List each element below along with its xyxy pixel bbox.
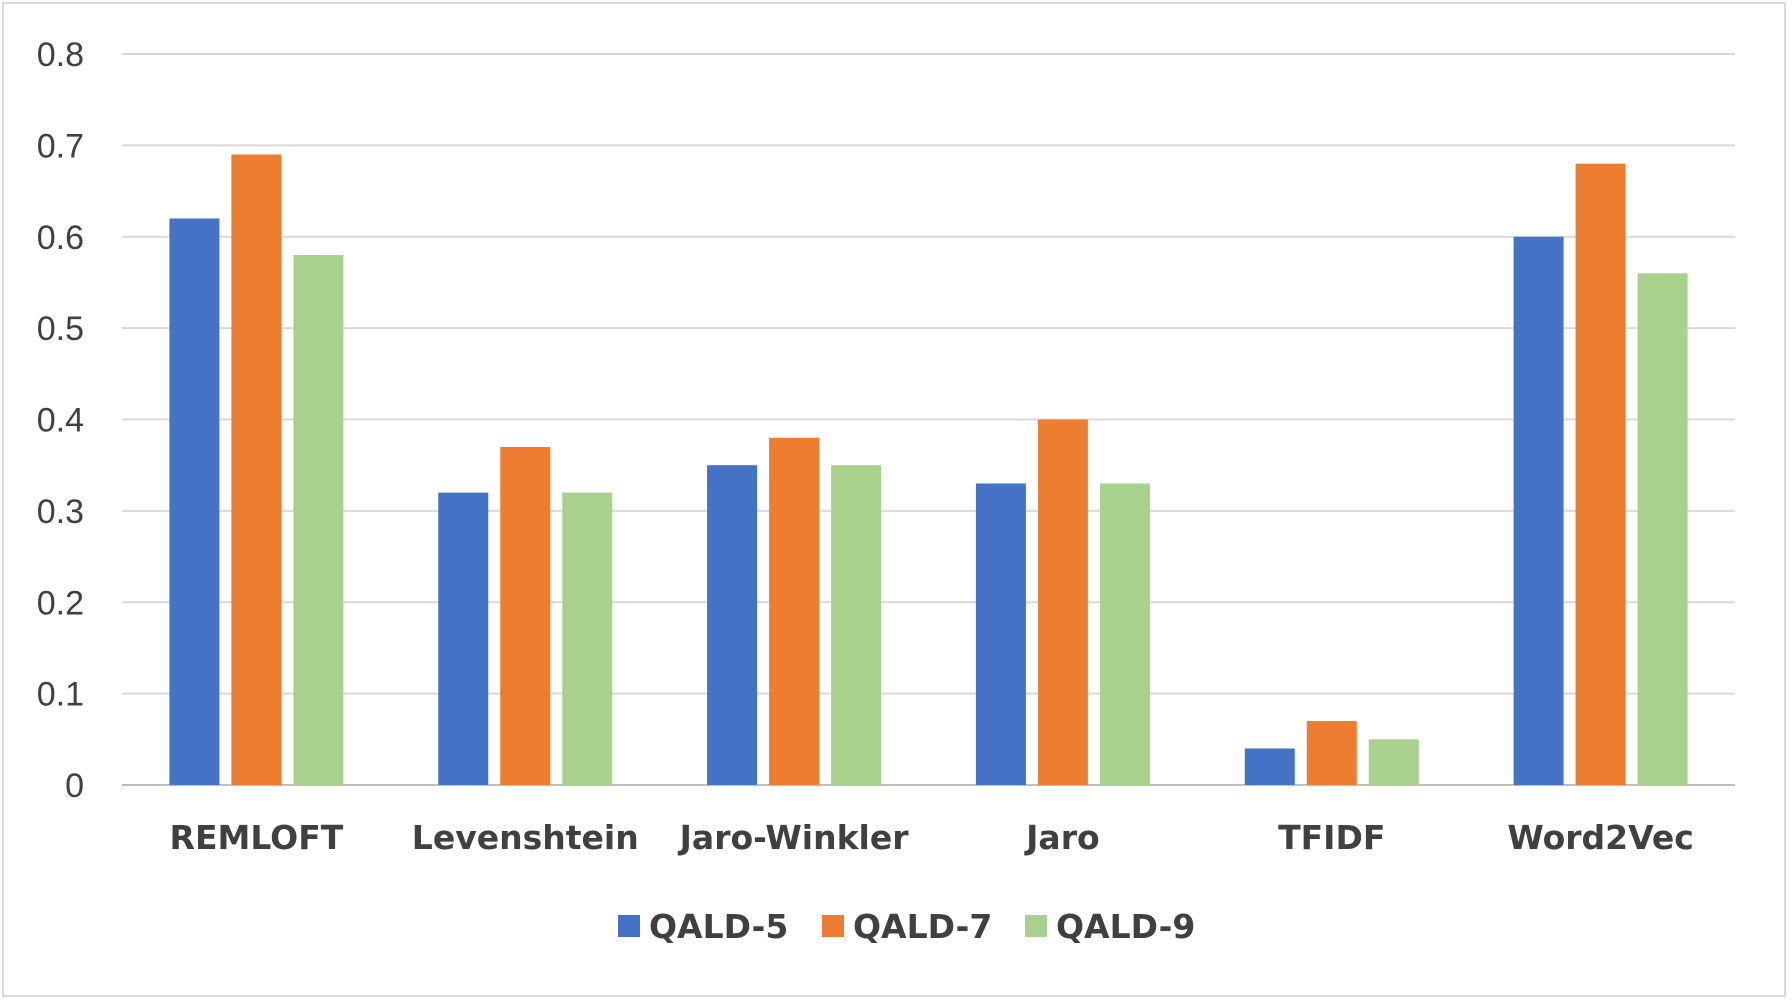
bar-qald-9-jaro — [1099, 483, 1150, 785]
bar-qald-9-tfidf — [1368, 739, 1419, 785]
y-tick-label: 0.3 — [37, 493, 84, 531]
legend-label-qald-7: QALD-7 — [853, 907, 992, 946]
x-category-label: Word2Vec — [1507, 818, 1693, 857]
y-tick-label: 0.5 — [37, 310, 84, 348]
bar-qald-5-levenshtein — [438, 492, 489, 785]
x-category-label: Levenshtein — [412, 818, 639, 857]
bar-qald-9-remloft — [293, 255, 344, 785]
bar-qald-7-remloft — [231, 154, 282, 785]
y-tick-label: 0.6 — [37, 219, 84, 257]
legend-label-qald-5: QALD-5 — [649, 907, 788, 946]
y-axis-ticks: 0 0.1 0.2 0.3 0.4 0.5 0.6 0.7 0.8 — [37, 36, 84, 805]
bar-qald-9-jaro-winkler — [831, 465, 882, 785]
legend-swatch-qald-5 — [618, 915, 640, 937]
bar-qald-9-levenshtein — [562, 492, 613, 785]
x-category-label: TFIDF — [1278, 818, 1385, 857]
legend-swatch-qald-7 — [822, 915, 844, 937]
y-tick-label: 0.8 — [37, 36, 84, 74]
legend-swatch-qald-9 — [1025, 915, 1047, 937]
bar-qald-5-jaro — [975, 483, 1026, 785]
y-tick-label: 0 — [65, 767, 84, 805]
bar-qald-5-jaro-winkler — [707, 465, 758, 785]
bar-qald-5-tfidf — [1244, 748, 1295, 785]
bar-qald-7-word2vec — [1575, 163, 1626, 785]
bars — [169, 154, 1688, 786]
bar-qald-9-word2vec — [1637, 273, 1688, 785]
legend: QALD-5 QALD-7 QALD-9 — [618, 907, 1195, 946]
x-category-label: Jaro-Winkler — [678, 818, 910, 857]
bar-qald-7-jaro — [1037, 419, 1088, 785]
x-category-label: REMLOFT — [170, 818, 344, 857]
y-tick-label: 0.4 — [37, 402, 84, 440]
legend-label-qald-9: QALD-9 — [1056, 907, 1195, 946]
bar-qald-7-jaro-winkler — [769, 437, 820, 785]
bar-qald-5-remloft — [169, 218, 220, 786]
x-category-label: Jaro — [1024, 818, 1100, 857]
y-tick-label: 0.2 — [37, 584, 84, 622]
y-tick-label: 0.1 — [37, 676, 84, 714]
bar-qald-7-levenshtein — [500, 446, 551, 785]
bar-qald-5-word2vec — [1513, 236, 1564, 785]
gridlines — [122, 53, 1735, 786]
bar-qald-7-tfidf — [1306, 721, 1357, 785]
x-axis-categories: REMLOFT Levenshtein Jaro-Winkler Jaro TFIDF W… — [170, 818, 1694, 857]
y-tick-label: 0.7 — [37, 127, 84, 165]
